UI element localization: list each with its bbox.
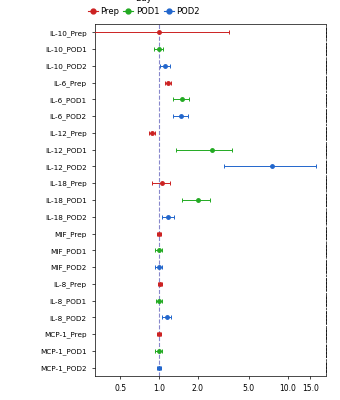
Legend: Prep, POD1, POD2: Prep, POD1, POD2 xyxy=(88,0,200,16)
